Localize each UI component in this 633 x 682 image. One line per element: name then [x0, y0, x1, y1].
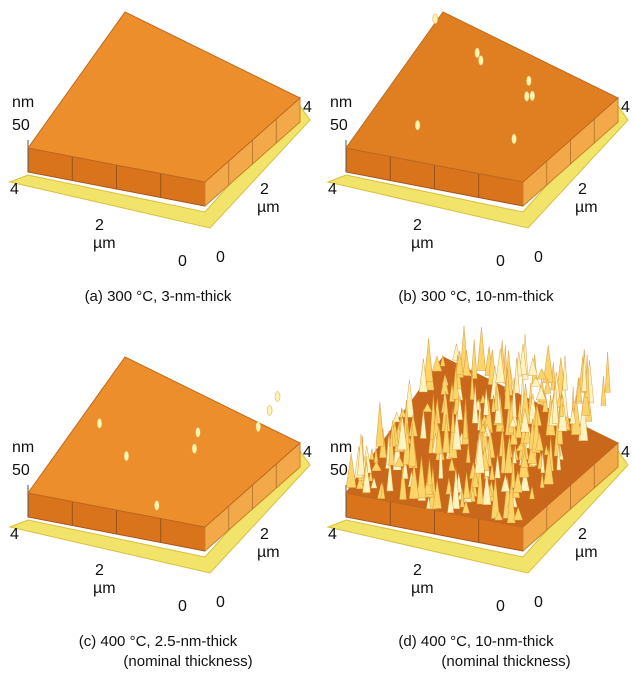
z-tick: 50: [12, 462, 30, 479]
particle: [526, 76, 531, 86]
particle: [512, 134, 517, 144]
spike: [605, 352, 610, 392]
x-tick: 0: [178, 253, 187, 270]
y-tick: 2: [260, 181, 269, 198]
spike: [563, 356, 568, 390]
particle: [530, 91, 535, 101]
x-tick: 2: [413, 217, 422, 234]
y-tick: 4: [621, 99, 630, 116]
particle: [124, 451, 129, 461]
particle: [256, 422, 261, 432]
y-tick: 2: [578, 181, 587, 198]
particle: [154, 500, 159, 510]
spike: [376, 402, 384, 446]
spike: [393, 412, 400, 422]
z-unit: nm: [12, 439, 34, 456]
x-tick: 2: [95, 562, 104, 579]
particle: [275, 391, 280, 401]
particle: [524, 91, 529, 101]
caption: (nominal thickness): [441, 653, 570, 670]
x-unit: µm: [411, 580, 434, 597]
afm-panel: nm5042µm002µm4(c) 400 °C, 2.5-nm-thick(n…: [10, 357, 312, 670]
z-unit: nm: [330, 94, 352, 111]
particle: [478, 55, 483, 65]
y-tick: 2: [260, 526, 269, 543]
y-unit: µm: [575, 544, 598, 561]
x-tick: 0: [496, 598, 505, 615]
afm-panel: nm5042µm002µm4(b) 300 °C, 10-nm-thick: [328, 12, 630, 305]
y-unit: µm: [257, 199, 280, 216]
spike: [477, 327, 485, 370]
y-origin: 0: [534, 594, 543, 611]
z-tick: 50: [330, 117, 348, 134]
x-unit: µm: [93, 580, 116, 597]
x-tick: 4: [328, 526, 337, 543]
caption: (a) 300 °C, 3-nm-thick: [85, 288, 232, 305]
x-tick: 0: [496, 253, 505, 270]
caption: (d) 400 °C, 10-nm-thick: [398, 633, 554, 650]
particle: [97, 418, 102, 428]
z-tick: 50: [12, 117, 30, 134]
x-tick: 4: [328, 181, 337, 198]
caption: (nominal thickness): [123, 653, 252, 670]
x-tick: 4: [10, 526, 19, 543]
y-origin: 0: [534, 249, 543, 266]
y-tick: 2: [578, 526, 587, 543]
y-tick: 4: [621, 444, 630, 461]
y-origin: 0: [216, 594, 225, 611]
x-unit: µm: [93, 235, 116, 252]
particle: [192, 444, 197, 454]
particle: [267, 406, 272, 416]
particle: [195, 427, 200, 437]
x-tick: 2: [95, 217, 104, 234]
y-tick: 4: [303, 444, 312, 461]
x-tick: 4: [10, 181, 19, 198]
z-unit: nm: [12, 94, 34, 111]
x-tick: 0: [178, 598, 187, 615]
particle: [433, 14, 438, 24]
caption: (b) 300 °C, 10-nm-thick: [398, 288, 554, 305]
caption: (c) 400 °C, 2.5-nm-thick: [79, 633, 238, 650]
figure: nm5042µm002µm4(a) 300 °C, 3-nm-thicknm50…: [0, 0, 633, 682]
y-unit: µm: [575, 199, 598, 216]
z-tick: 50: [330, 462, 348, 479]
y-unit: µm: [257, 544, 280, 561]
z-unit: nm: [330, 439, 352, 456]
particle: [415, 120, 420, 130]
y-origin: 0: [216, 249, 225, 266]
x-unit: µm: [411, 235, 434, 252]
y-tick: 4: [303, 99, 312, 116]
x-tick: 2: [413, 562, 422, 579]
